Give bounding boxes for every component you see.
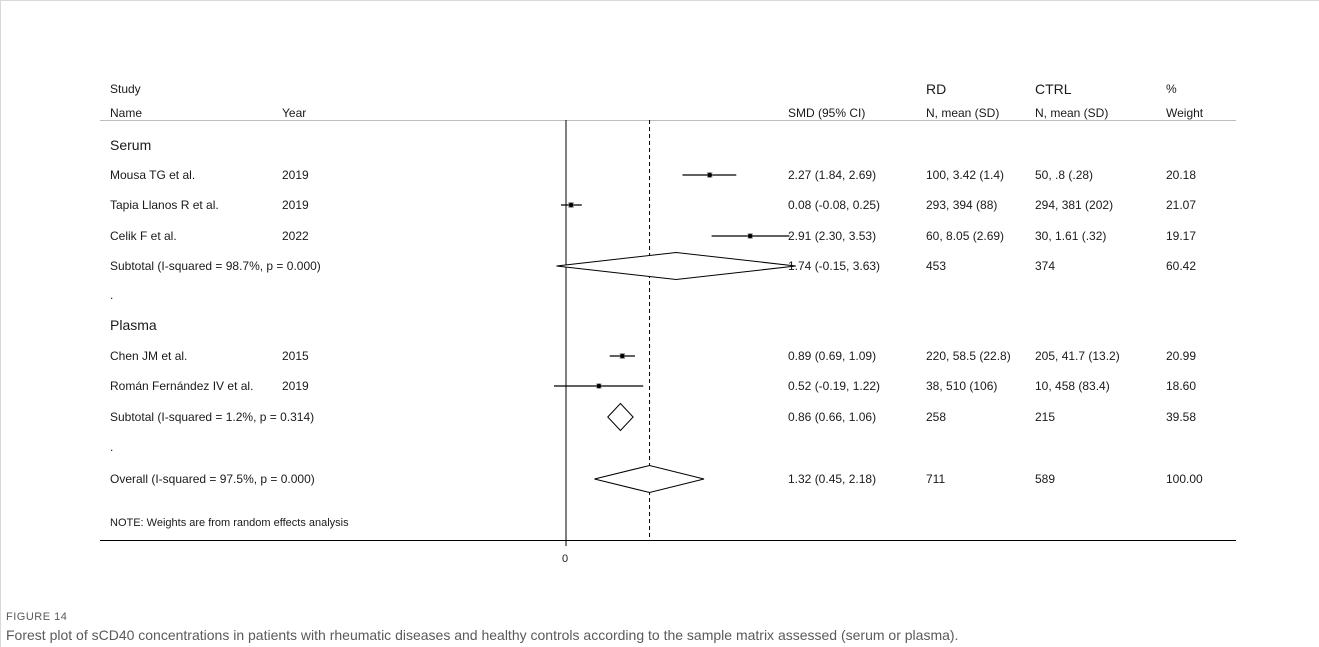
header-rd-sub: N, mean (SD) xyxy=(926,106,1000,120)
study-name: Román Fernández IV et al. xyxy=(110,379,254,393)
separator-dot: . xyxy=(110,440,114,454)
subtotal-smd: 1.74 (-0.15, 3.63) xyxy=(788,259,881,273)
subtotal-label: Subtotal (I-squared = 1.2%, p = 0.314) xyxy=(110,410,315,424)
pooled-diamond xyxy=(556,251,796,281)
study-smd: 0.89 (0.69, 1.09) xyxy=(788,349,877,363)
figure-caption: Forest plot of sCD40 concentrations in p… xyxy=(6,627,959,643)
group-label-plasma: Plasma xyxy=(110,317,157,333)
study-rd: 220, 58.5 (22.8) xyxy=(926,349,1011,363)
subtotal-rd: 258 xyxy=(926,410,947,424)
study-ctrl: 50, .8 (.28) xyxy=(1035,168,1094,182)
subtotal-ctrl: 374 xyxy=(1035,259,1056,273)
study-name: Mousa TG et al. xyxy=(110,168,196,182)
study-weight: 20.18 xyxy=(1166,168,1197,182)
header-study: Study xyxy=(110,82,141,96)
study-year: 2019 xyxy=(282,168,309,182)
header-rd: RD xyxy=(926,81,947,97)
figure-label: FIGURE 14 xyxy=(6,611,68,623)
study-rd: 293, 394 (88) xyxy=(926,198,998,212)
note-text: NOTE: Weights are from random effects an… xyxy=(110,517,349,529)
study-weight: 20.99 xyxy=(1166,349,1197,363)
pooled-diamond xyxy=(594,464,705,494)
study-point xyxy=(596,383,602,389)
study-weight: 19.17 xyxy=(1166,229,1197,243)
overall-label: Overall (I-squared = 97.5%, p = 0.000) xyxy=(110,472,315,486)
study-name: Tapia Llanos R et al. xyxy=(110,198,219,212)
study-rd: 60, 8.05 (2.69) xyxy=(926,229,1005,243)
study-name: Chen JM et al. xyxy=(110,349,188,363)
axis-zero-label: 0 xyxy=(562,553,569,565)
subtotal-label: Subtotal (I-squared = 98.7%, p = 0.000) xyxy=(110,259,321,273)
study-ctrl: 205, 41.7 (13.2) xyxy=(1035,349,1120,363)
header-smd: SMD (95% CI) xyxy=(788,106,866,120)
study-weight: 21.07 xyxy=(1166,198,1197,212)
study-year: 2019 xyxy=(282,198,309,212)
study-weight: 18.60 xyxy=(1166,379,1197,393)
study-smd: 0.08 (-0.08, 0.25) xyxy=(788,198,881,212)
header-weight-sub: Weight xyxy=(1166,106,1204,120)
study-point xyxy=(747,233,753,239)
subtotal-weight: 60.42 xyxy=(1166,259,1197,273)
study-point xyxy=(620,353,625,359)
overall-rd: 711 xyxy=(926,472,946,486)
header-name: Name xyxy=(110,106,143,120)
overall-weight: 100.00 xyxy=(1166,472,1203,486)
study-ctrl: 10, 458 (83.4) xyxy=(1035,379,1110,393)
subtotal-rd: 453 xyxy=(926,259,947,273)
subtotal-weight: 39.58 xyxy=(1166,410,1197,424)
header-rule xyxy=(100,120,1236,121)
separator-dot: . xyxy=(110,288,114,302)
subtotal-ctrl: 215 xyxy=(1035,410,1056,424)
pooled-diamond xyxy=(607,402,634,432)
group-label-serum: Serum xyxy=(110,137,152,153)
study-smd: 2.91 (2.30, 3.53) xyxy=(788,229,877,243)
subtotal-smd: 0.86 (0.66, 1.06) xyxy=(788,410,877,424)
header-weight: % xyxy=(1166,82,1177,96)
bottom-rule xyxy=(100,540,1236,541)
overall-smd: 1.32 (0.45, 2.18) xyxy=(788,472,877,486)
study-year: 2022 xyxy=(282,229,309,243)
study-year: 2019 xyxy=(282,379,309,393)
study-point xyxy=(568,202,574,208)
overall-ctrl: 589 xyxy=(1035,472,1056,486)
study-ctrl: 30, 1.61 (.32) xyxy=(1035,229,1107,243)
header-year: Year xyxy=(282,106,307,120)
study-year: 2015 xyxy=(282,349,309,363)
study-smd: 0.52 (-0.19, 1.22) xyxy=(788,379,881,393)
study-rd: 100, 3.42 (1.4) xyxy=(926,168,1005,182)
study-point xyxy=(707,172,712,178)
study-smd: 2.27 (1.84, 2.69) xyxy=(788,168,877,182)
study-ctrl: 294, 381 (202) xyxy=(1035,198,1114,212)
study-name: Celik F et al. xyxy=(110,229,177,243)
header-ctrl: CTRL xyxy=(1035,81,1072,97)
study-rd: 38, 510 (106) xyxy=(926,379,998,393)
header-ctrl-sub: N, mean (SD) xyxy=(1035,106,1109,120)
